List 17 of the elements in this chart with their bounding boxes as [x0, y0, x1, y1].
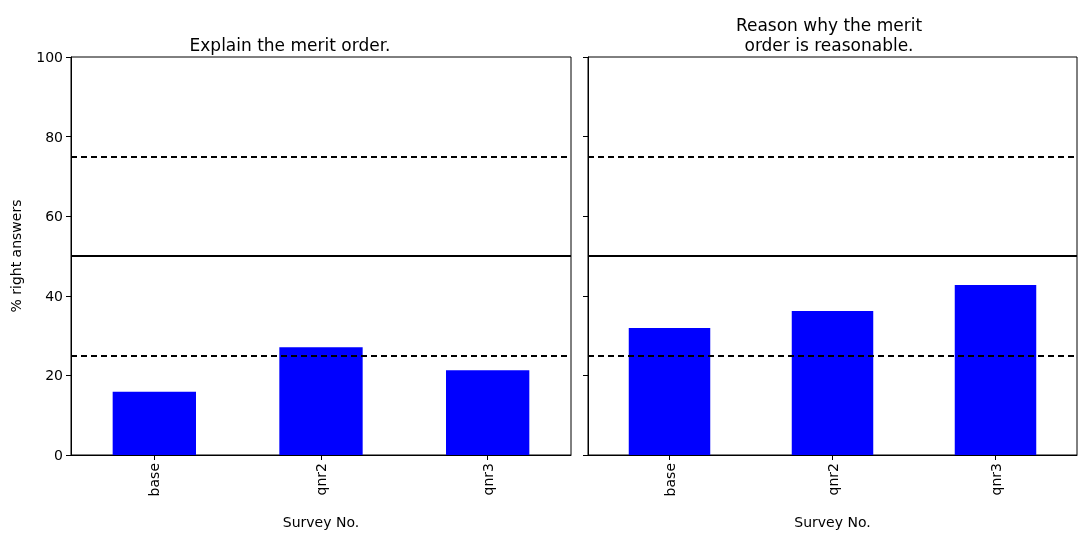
y-tick-label: 0 [54, 447, 63, 463]
x-tick-label: qnr2 [824, 463, 841, 496]
y-axis-title: % right answers [8, 199, 24, 313]
chart-title: Explain the merit order. [189, 35, 391, 55]
x-tick-label: base [146, 463, 163, 497]
y-tick-label: 100 [36, 49, 63, 65]
x-tick-label: qnr3 [479, 463, 496, 496]
y-tick-label: 40 [45, 287, 63, 304]
x-axis-title: Survey No. [794, 514, 871, 530]
x-tick-label: base [661, 463, 678, 497]
y-tick-label: 20 [45, 367, 63, 384]
y-tick-label: 60 [45, 208, 63, 225]
y-tick-label: 80 [45, 128, 63, 145]
x-axis-title: Survey No. [282, 514, 360, 530]
chart-title: Reason why the merit order is reasonable. [735, 15, 923, 55]
x-tick-label: qnr3 [987, 463, 1004, 496]
x-tick-label: qnr2 [313, 463, 329, 496]
